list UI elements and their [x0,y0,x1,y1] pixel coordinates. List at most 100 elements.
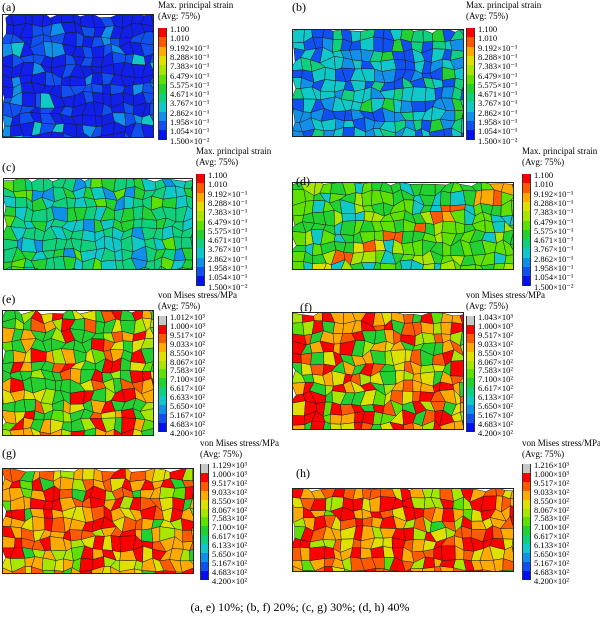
mesh-grain [73,469,84,481]
legend-swatch [522,276,531,287]
legend-tick-label: 6.617×10² [212,531,247,542]
mesh-grain [293,69,303,79]
legend-swatch [196,276,205,287]
legend-tick-label: 1.100 [208,170,228,180]
mesh-grain [509,505,513,517]
mesh-grain [162,570,177,573]
legend-tick-label: 8.288×10⁻¹ [170,51,210,62]
legend-swatch [522,508,531,518]
mesh-grain [323,129,336,136]
mesh-grain [329,414,343,425]
mesh-grain [150,15,153,24]
mesh-svg-h [293,489,513,571]
legend-swatch [522,267,531,277]
mesh-grain [3,341,14,352]
mesh-grain [503,262,513,269]
mesh-grain [9,135,24,137]
mesh-grain [410,568,424,571]
mesh-grain [503,220,513,233]
mesh-plot-d [292,182,514,270]
mesh-grain [374,230,384,242]
legend-swatch [466,93,475,103]
legend-tick-label: 8.550×10² [534,495,569,506]
mesh-grain [54,570,64,573]
mesh-grain [451,97,463,112]
mesh-grain [149,327,153,335]
mesh-grain [5,266,12,269]
mesh-svg-f [293,313,463,429]
legend-swatch [200,499,209,509]
legend-tick-label: 4.200×10² [170,427,205,438]
legend-swatch [466,413,475,424]
legend-tick-label: 1.010 [170,33,190,44]
mesh-grain [31,134,41,137]
legend-tick-label: 9.192×10⁻¹ [534,188,574,199]
mesh-grain [139,402,153,412]
mesh-grain [82,124,97,137]
mesh-svg-d [293,183,513,269]
mesh-grain [184,485,193,500]
mesh-grain [452,259,461,269]
legend-tick-label: 4.671×10⁻¹ [208,235,248,246]
legend-swatch [196,192,205,203]
legend-tick-label: 4.200×10² [478,427,513,438]
legend-tick-label: 4.200×10² [534,575,569,586]
legend-tick-label: 8.288×10⁻¹ [534,197,574,208]
legend-tick-label: 4.671×10⁻¹ [170,89,210,100]
mesh-grain [451,127,462,136]
mesh-grain [25,15,33,25]
mesh-grain [344,568,352,571]
legend-swatch [158,74,167,85]
mesh-grain [41,569,55,573]
mesh-grain [459,377,463,384]
mesh-grain [453,420,463,429]
mesh-grain [420,321,434,335]
mesh-grain [324,66,336,81]
legend-tick-label: 6.479×10⁻¹ [478,70,518,81]
legend-tick-label: 5.167×10² [478,409,513,420]
mesh-grain [175,571,183,573]
mesh-grain [30,258,48,269]
mesh-grain [24,565,32,573]
mesh-grain [509,498,513,507]
legend-swatch [466,74,475,85]
mesh-plot-g [2,468,194,574]
legend-swatch [200,544,209,554]
mesh-grain [14,537,23,549]
legend-tick-label: 9.033×10² [534,486,569,497]
legend-avg-h: (Avg: 75%) [522,449,565,459]
mesh-grain [151,526,161,543]
mesh-grain [350,547,362,559]
mesh-grain [69,390,86,405]
mesh-grain [50,428,62,435]
mesh-grain [190,185,192,189]
mesh-grain [3,410,17,425]
mesh-grain [429,204,443,212]
mesh-grain [311,200,326,214]
mesh-grain [122,257,137,269]
legend-tick-label: 3.767×10⁻¹ [208,244,248,255]
mesh-grain [410,259,424,269]
legend-swatch [158,342,167,353]
legend-swatch [466,37,475,48]
mesh-grain [160,265,167,269]
mesh-grain [39,131,53,137]
legend-swatch [158,83,167,94]
mesh-grain [181,236,192,249]
mesh-grain [144,327,153,340]
legend-avg-d: (Avg: 75%) [522,157,565,167]
mesh-grain [133,568,143,573]
legend-swatch [522,248,531,259]
mesh-grain [493,262,505,269]
mesh-grain [293,566,304,571]
mesh-grain [324,566,334,571]
legend-swatch [196,257,205,268]
legend-tick-label: 9.192×10⁻¹ [208,188,248,199]
mesh-grain [114,410,123,419]
mesh-grain [140,15,153,27]
legend-swatch [466,55,475,66]
mesh-grain [493,558,504,571]
mesh-grain [509,215,513,227]
mesh-grain [323,421,332,429]
mesh-grain [150,371,153,380]
